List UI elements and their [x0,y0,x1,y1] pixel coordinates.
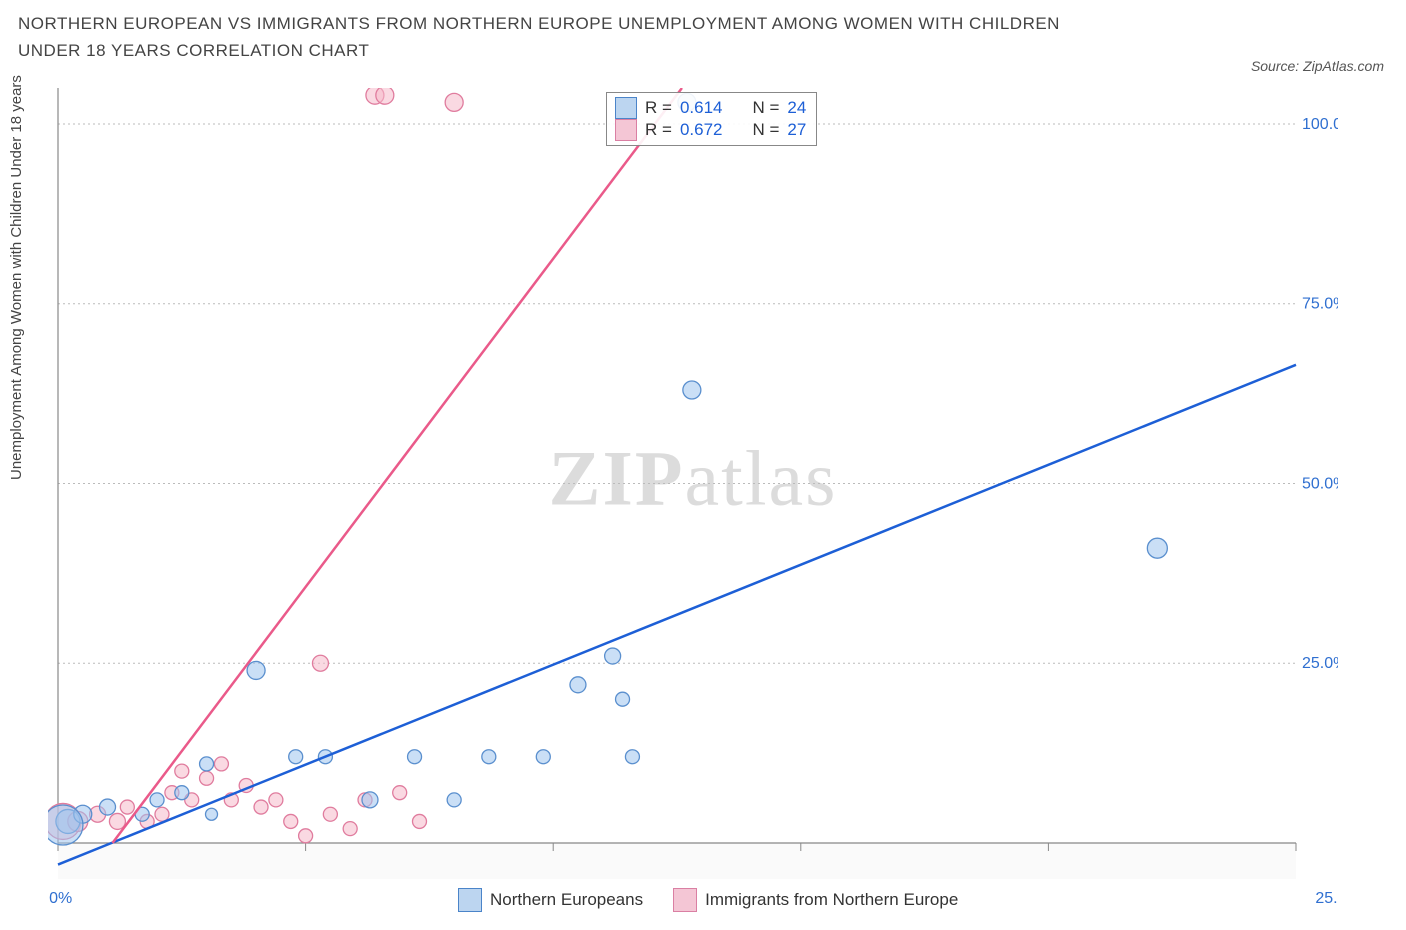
y-tick-label: 25.0% [1302,655,1338,672]
data-point-blue [247,661,265,679]
data-point-blue [175,786,189,800]
trend-line-pink [112,88,681,843]
data-point-pink [343,822,357,836]
source-attribution: Source: ZipAtlas.com [1251,58,1384,74]
x-axis-band [58,843,1296,879]
data-point-pink [376,88,394,104]
data-point-pink [284,814,298,828]
legend-n-value: 24 [787,98,806,118]
data-point-pink [323,807,337,821]
legend-swatch [458,888,482,912]
data-point-blue [1147,538,1167,558]
data-point-pink [269,793,283,807]
correlation-legend: R = 0.614 N = 24 R = 0.672 N = 27 [606,92,817,146]
data-point-pink [445,93,463,111]
data-point-pink [254,800,268,814]
legend-n-label: N = [752,120,779,140]
series-legend-item: Immigrants from Northern Europe [673,888,958,912]
legend-swatch [673,888,697,912]
series-legend-label: Northern Europeans [490,890,643,910]
data-point-blue [625,750,639,764]
y-tick-label: 100.0% [1302,116,1338,133]
data-point-blue [200,757,214,771]
data-point-blue [616,692,630,706]
x-tick-label: 25.0% [1315,890,1338,907]
data-point-blue [683,381,701,399]
y-axis-label: Unemployment Among Women with Children U… [8,75,25,480]
legend-n-label: N = [752,98,779,118]
data-point-blue [447,793,461,807]
legend-swatch [615,119,637,141]
data-point-blue [206,808,218,820]
data-point-blue [570,677,586,693]
data-point-pink [299,829,313,843]
legend-r-label: R = [645,120,672,140]
legend-swatch [615,97,637,119]
data-point-pink [120,800,134,814]
series-legend: Northern Europeans Immigrants from Northe… [458,888,958,912]
data-point-pink [175,764,189,778]
data-point-blue [536,750,550,764]
data-point-blue [408,750,422,764]
data-point-blue [362,792,378,808]
data-point-blue [289,750,303,764]
data-point-pink [312,655,328,671]
x-tick-label: 0.0% [48,890,72,907]
y-tick-label: 50.0% [1302,475,1338,492]
data-point-pink [155,807,169,821]
data-point-pink [412,814,426,828]
chart-area: ZIPatlas 25.0%50.0%75.0%100.0%0.0%25.0% … [48,88,1338,878]
legend-r-label: R = [645,98,672,118]
legend-r-value: 0.672 [680,120,723,140]
data-point-pink [393,786,407,800]
legend-n-value: 27 [787,120,806,140]
data-point-pink [200,771,214,785]
data-point-blue [100,799,116,815]
data-point-blue [48,805,83,845]
series-legend-item: Northern Europeans [458,888,643,912]
trend-line-blue [58,365,1296,865]
chart-title: NORTHERN EUROPEAN VS IMMIGRANTS FROM NOR… [18,10,1118,64]
data-point-blue [150,793,164,807]
chart-svg: 25.0% 50.0% 75.0% 100.0% 0.0% 25.0% [48,88,1338,928]
data-point-blue [482,750,496,764]
y-tick-label: 75.0% [1302,296,1338,313]
legend-row: R = 0.672 N = 27 [615,119,806,141]
series-legend-label: Immigrants from Northern Europe [705,890,958,910]
data-point-blue [605,648,621,664]
data-point-pink [214,757,228,771]
legend-r-value: 0.614 [680,98,723,118]
legend-row: R = 0.614 N = 24 [615,97,806,119]
